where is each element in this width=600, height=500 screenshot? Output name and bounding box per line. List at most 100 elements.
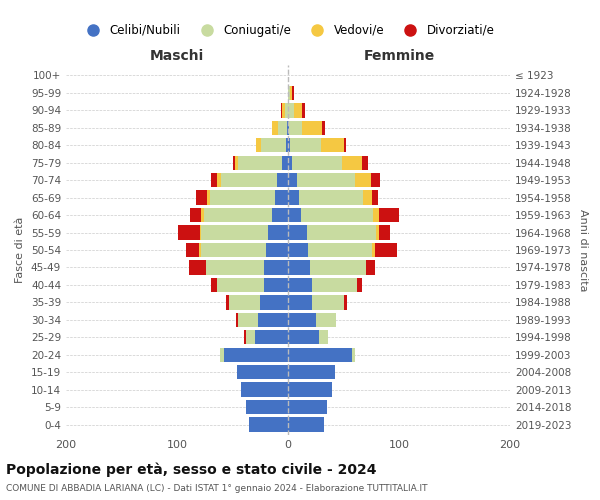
Bar [288,365,335,380]
Bar [283,103,284,118]
Bar [202,208,203,222]
Text: Femmine: Femmine [364,50,434,64]
Bar [260,295,288,310]
Bar [272,208,288,222]
Bar [256,138,262,152]
Bar [211,278,217,292]
Bar [211,173,217,188]
Bar [362,156,368,170]
Bar [355,173,371,188]
Bar [229,295,260,310]
Bar [290,138,322,152]
Bar [301,208,373,222]
Bar [221,173,277,188]
Bar [258,312,288,327]
Bar [203,208,272,222]
Bar [313,295,343,310]
Bar [186,243,199,257]
Bar [268,226,288,239]
Bar [288,138,290,152]
Bar [310,260,366,274]
Bar [277,173,288,188]
Bar [281,103,283,118]
Bar [220,348,224,362]
Bar [217,173,221,188]
Bar [190,208,202,222]
Bar [299,190,364,205]
Bar [366,260,374,274]
Bar [376,226,379,239]
Bar [288,400,327,414]
Y-axis label: Anni di nascita: Anni di nascita [578,209,588,291]
Bar [249,418,288,432]
Bar [236,312,238,327]
Bar [357,278,362,292]
Bar [206,260,263,274]
Bar [308,243,373,257]
Bar [379,208,399,222]
Bar [207,190,211,205]
Bar [286,138,288,152]
Bar [379,226,390,239]
Bar [246,400,288,414]
Bar [307,226,376,239]
Bar [244,330,246,344]
Bar [263,278,288,292]
Bar [237,365,288,380]
Bar [235,156,238,170]
Bar [292,156,343,170]
Bar [287,120,288,135]
Text: COMUNE DI ABBADIA LARIANA (LC) - Dati ISTAT 1° gennaio 2024 - Elaborazione TUTTI: COMUNE DI ABBADIA LARIANA (LC) - Dati IS… [6,484,427,493]
Bar [288,418,323,432]
Bar [364,190,373,205]
Bar [292,86,293,100]
Bar [373,243,374,257]
Bar [275,190,288,205]
Bar [283,156,288,170]
Bar [238,312,258,327]
Bar [288,260,310,274]
Bar [262,138,286,152]
Bar [302,103,305,118]
Bar [246,330,254,344]
Bar [211,190,275,205]
Bar [278,120,287,135]
Bar [288,312,316,327]
Y-axis label: Fasce di età: Fasce di età [16,217,25,283]
Text: Maschi: Maschi [150,50,204,64]
Bar [226,295,229,310]
Bar [313,278,357,292]
Bar [202,226,268,239]
Bar [293,103,302,118]
Bar [288,103,293,118]
Bar [319,330,328,344]
Bar [266,243,288,257]
Bar [288,330,319,344]
Bar [189,260,206,274]
Bar [233,156,235,170]
Bar [288,208,301,222]
Bar [199,243,202,257]
Bar [224,348,288,362]
Bar [373,190,378,205]
Bar [343,138,346,152]
Bar [263,260,288,274]
Bar [288,382,332,397]
Bar [343,295,347,310]
Bar [288,156,292,170]
Bar [272,120,278,135]
Bar [343,156,362,170]
Bar [352,348,355,362]
Bar [217,278,263,292]
Bar [302,120,322,135]
Bar [200,226,202,239]
Bar [297,173,355,188]
Bar [178,226,200,239]
Bar [288,86,290,100]
Bar [371,173,380,188]
Bar [373,208,379,222]
Bar [196,190,207,205]
Bar [316,312,336,327]
Legend: Celibi/Nubili, Coniugati/e, Vedovi/e, Divorziati/e: Celibi/Nubili, Coniugati/e, Vedovi/e, Di… [77,19,499,42]
Bar [374,243,397,257]
